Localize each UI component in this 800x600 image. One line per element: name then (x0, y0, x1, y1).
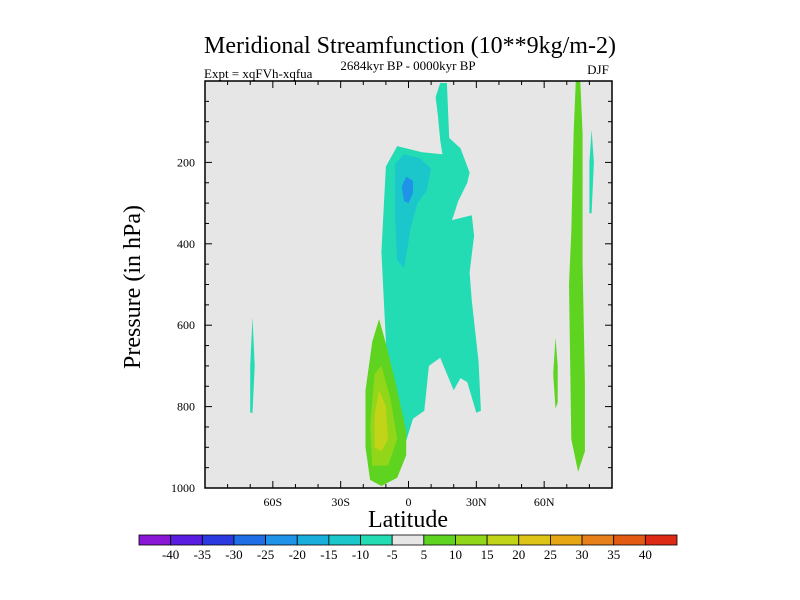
colorbar-label: 5 (421, 547, 428, 562)
y-tick-label: 800 (177, 400, 195, 414)
y-tick-label: 600 (177, 318, 195, 332)
colorbar-swatch (201, 534, 235, 546)
colorbar-label: 35 (607, 547, 620, 562)
colorbar-label: -30 (225, 547, 242, 562)
colorbar-label: 15 (481, 547, 494, 562)
x-tick-label: 0 (406, 495, 412, 509)
sh-positive-inner (374, 390, 389, 452)
colorbar-label: -10 (352, 547, 369, 562)
contour-regions (250, 81, 594, 486)
colorbar-swatch (233, 534, 266, 546)
x-tick-label: 30N (466, 495, 487, 509)
x-tick-label: 60S (263, 495, 282, 509)
axis-ticks: 60S 30S 0 30N 60N 200 400 600 800 1000 (171, 81, 612, 509)
colorbar-swatch (550, 534, 583, 546)
colorbar-label: 10 (449, 547, 462, 562)
y-tick-label: 400 (177, 237, 195, 251)
colorbar-swatch (518, 534, 551, 546)
colorbar-label: -35 (194, 547, 211, 562)
nh-strip-positive (580, 97, 583, 183)
colorbar-swatch (328, 534, 361, 546)
colorbar: -40 -35 -30 -25 -20 -15 -10 -5 5 10 15 20 25 30 35 40 (138, 534, 678, 562)
colorbar-swatch (613, 534, 646, 546)
y-axis-label: Pressure (in hPa) (120, 205, 146, 369)
colorbar-swatch (170, 534, 203, 546)
colorbar-label: -40 (162, 547, 179, 562)
chart-title: Meridional Streamfunction (10**9kg/m-2) (204, 33, 616, 59)
colorbar-swatch (296, 534, 330, 546)
colorbar-label: -15 (320, 547, 337, 562)
colorbar-swatch (581, 534, 615, 546)
season-label: DJF (587, 62, 609, 77)
colorbar-swatch (391, 534, 425, 546)
colorbar-swatch (644, 534, 678, 546)
colorbar-label: 40 (639, 547, 652, 562)
colorbar-swatch (138, 534, 172, 546)
colorbar-label: -25 (257, 547, 274, 562)
colorbar-swatch (423, 534, 456, 546)
x-axis-label: Latitude (368, 507, 448, 533)
colorbar-label: -5 (387, 547, 398, 562)
colorbar-swatch (265, 534, 298, 546)
colorbar-swatch (486, 534, 520, 546)
nh-small-positive (553, 337, 558, 409)
y-tick-label: 1000 (171, 481, 195, 495)
tropical-negative-inner (401, 176, 413, 204)
period-label: 2684kyr BP - 0000kyr BP (340, 58, 475, 73)
y-tick-label: 200 (177, 155, 195, 169)
colorbar-label: 30 (576, 547, 589, 562)
experiment-label: Expt = xqFVh-xqfua (204, 66, 313, 81)
colorbar-swatch (455, 534, 488, 546)
colorbar-label: 20 (512, 547, 525, 562)
x-tick-label: 60N (534, 495, 555, 509)
colorbar-label: 25 (544, 547, 557, 562)
sh-small-negative (250, 317, 255, 413)
x-tick-label: 30S (331, 495, 350, 509)
colorbar-swatch (360, 534, 393, 546)
nh-narrow-negative (589, 129, 594, 214)
colorbar-label: -20 (289, 547, 306, 562)
